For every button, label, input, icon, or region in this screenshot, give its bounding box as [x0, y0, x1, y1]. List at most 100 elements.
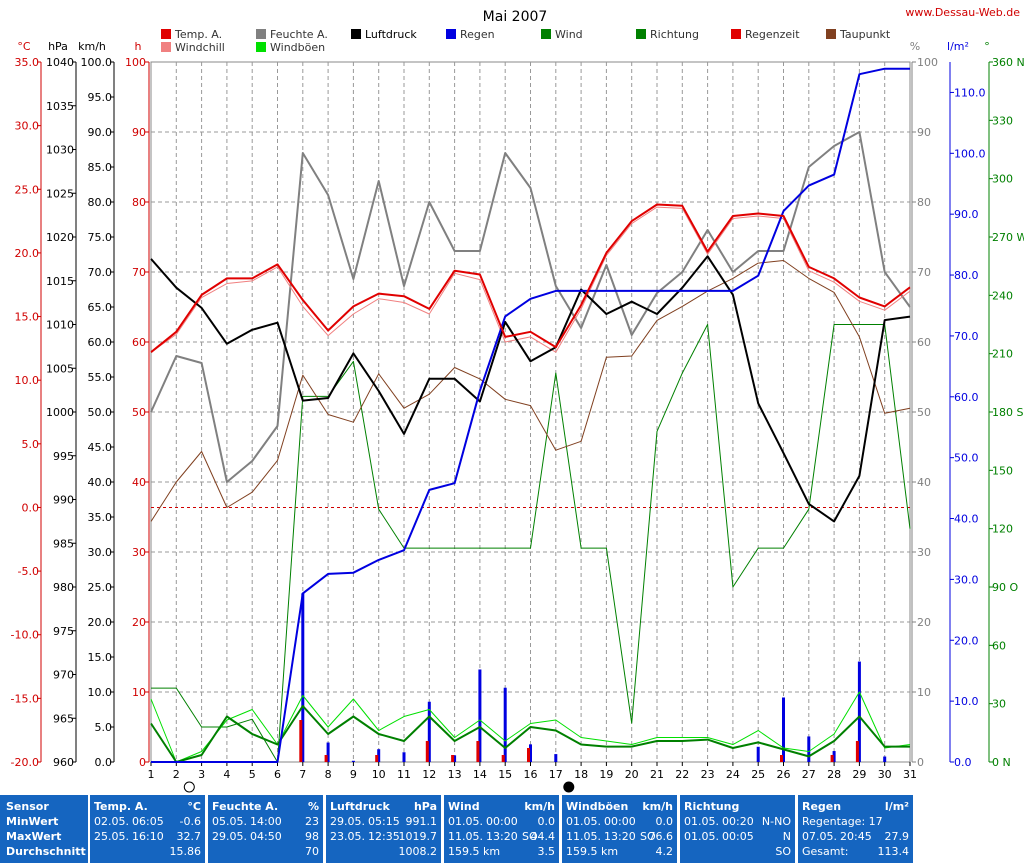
rain-time-bar: [830, 755, 834, 762]
summary-cell: 159.5 km: [566, 845, 619, 858]
summary-cell: 23.05.: [330, 830, 365, 843]
summary-block-unit: km/h: [524, 800, 555, 813]
moon-phase-icon: [563, 781, 575, 793]
rain-time-bar: [527, 748, 530, 762]
summary-cell: 159.5 km: [448, 845, 501, 858]
axis-tick-label: 30.0: [954, 573, 979, 586]
summary-block-5: Richtung 01.05. 00:20 N-NO 01.05. 00:05 N SO: [680, 795, 795, 863]
rain-time-bar: [780, 755, 783, 762]
axis-tick-label: 40.0: [88, 476, 113, 489]
axis-tick-label: 40: [132, 476, 146, 489]
x-tick-label: 10: [372, 768, 386, 781]
rain-day-bar: [832, 751, 836, 762]
axis-tick-label: 1035: [46, 100, 74, 113]
x-tick-label: 24: [726, 768, 740, 781]
summary-cell: 15.86: [169, 845, 202, 858]
summary-cell: 01.05.: [684, 815, 719, 828]
summary-cell: N: [782, 830, 791, 843]
axis-tick-label: 985: [53, 537, 74, 550]
legend-label: Wind: [555, 28, 583, 41]
rain-day-bar: [351, 760, 355, 762]
summary-cell: 991.1: [405, 815, 438, 828]
summary-cell: 02.05.: [94, 815, 129, 828]
summary-cell: 00:05: [722, 830, 754, 843]
axis-tick-label: 5.0: [95, 721, 113, 734]
x-tick-label: 15: [498, 768, 512, 781]
summary-block-3: Wind km/h 01.05. 00:00 0.0 11.05. 13:20 SO 44.4 1…: [444, 795, 559, 863]
legend-label: Regen: [460, 28, 495, 41]
summary-cell: SO: [775, 845, 791, 858]
summary-cell: 1019.7: [398, 830, 438, 843]
axis-tick-label: 330: [992, 114, 1013, 127]
axis-tick-label: 1040: [46, 56, 74, 69]
x-tick-label: 18: [574, 768, 588, 781]
legend-swatch: [731, 29, 741, 39]
axis-tick-label: 100: [917, 56, 938, 69]
rain-time-bar: [299, 720, 303, 762]
summary-block-unit: km/h: [642, 800, 673, 813]
axis-tick-label: -10.0: [11, 629, 39, 642]
x-tick-label: 13: [448, 768, 462, 781]
rain-time-bar: [375, 755, 379, 762]
summary-cell: 29.05.: [330, 815, 365, 828]
axis-tick-label: 360 N: [992, 56, 1024, 69]
axis-tick-label: 0: [139, 756, 146, 769]
website-link[interactable]: www.Dessau-Web.de: [905, 6, 1020, 19]
x-tick-label: 7: [299, 768, 306, 781]
summary-cell: 14:00: [250, 815, 282, 828]
legend-swatch: [161, 29, 171, 39]
axis-tick-label: 80: [132, 196, 146, 209]
axis-tick-label: 270 W: [992, 231, 1024, 244]
summary-cell: 06:05: [132, 815, 164, 828]
rain-day-bar: [857, 661, 861, 762]
axis-tick-label: 90.0: [88, 126, 113, 139]
axis-unit-label: hPa: [48, 40, 68, 53]
axis-tick-label: 60: [132, 336, 146, 349]
axis-tick-label: 10: [917, 686, 931, 699]
legend-label: Feuchte A.: [270, 28, 328, 41]
x-tick-label: 2: [173, 768, 180, 781]
axis-tick-label: 1005: [46, 362, 74, 375]
x-tick-label: 29: [852, 768, 866, 781]
x-tick-label: 1: [148, 768, 155, 781]
x-tick-label: 8: [325, 768, 332, 781]
axis-tick-label: 210: [992, 348, 1013, 361]
summary-cell: 05:15: [368, 815, 400, 828]
summary-cell: 16:10: [132, 830, 164, 843]
summary-cell: 23: [305, 815, 319, 828]
axis-tick-label: 20: [917, 616, 931, 629]
axis-tick-label: 0.0: [22, 501, 40, 514]
series-line-feuchte-a: [150, 131, 911, 483]
x-tick-label: 4: [223, 768, 230, 781]
summary-label-min: MinWert: [6, 815, 59, 828]
rain-day-bar: [402, 752, 406, 762]
axis-tick-label: 110.0: [954, 86, 986, 99]
axis-tick-label: 965: [53, 712, 74, 725]
axis-tick-label: 300: [992, 173, 1013, 186]
axis-tick-label: 0 N: [992, 756, 1011, 769]
legend-label: Temp. A.: [174, 28, 222, 41]
axis-tick-label: 70: [917, 266, 931, 279]
legend-swatch: [351, 29, 361, 39]
weather-chart: Mai 2007 www.Dessau-Web.de Temp. A.Windc…: [11, 6, 1024, 793]
rain-day-bar: [427, 701, 431, 762]
x-tick-label: 11: [397, 768, 411, 781]
axis-tick-label: 980: [53, 581, 74, 594]
summary-block-unit: %: [307, 800, 319, 813]
summary-block-unit: l/m²: [884, 800, 909, 813]
axis-tick-label: 25.0: [15, 183, 40, 196]
axis-tick-label: 80: [917, 196, 931, 209]
axis-unit-label: %: [910, 40, 920, 53]
rain-time-bar: [425, 741, 429, 762]
x-tick-label: 26: [777, 768, 791, 781]
axis-unit-label: h: [135, 40, 142, 53]
summary-cell: 0.0: [537, 815, 556, 828]
axis-tick-label: 95.0: [88, 91, 113, 104]
axis-tick-label: 100.0: [81, 56, 113, 69]
axis-unit-label: °C: [17, 40, 31, 53]
axis-tick-label: 45.0: [88, 441, 113, 454]
legend-swatch: [256, 42, 266, 52]
rain-day-bar: [756, 746, 760, 762]
summary-cell: 04:50: [250, 830, 282, 843]
x-tick-label: 27: [802, 768, 816, 781]
